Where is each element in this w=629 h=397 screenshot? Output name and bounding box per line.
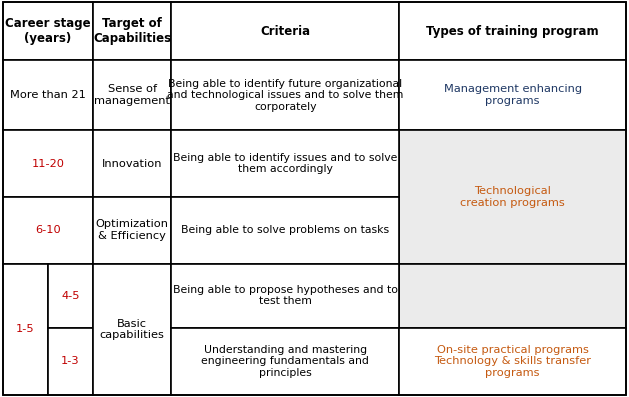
Text: 4-5: 4-5 xyxy=(61,291,80,301)
Text: 1-3: 1-3 xyxy=(61,356,80,366)
Bar xyxy=(93,264,171,395)
Text: Criteria: Criteria xyxy=(260,25,310,38)
Bar xyxy=(48,264,93,328)
Bar xyxy=(171,197,399,264)
Text: Basic
capabilities: Basic capabilities xyxy=(99,318,165,340)
Bar xyxy=(171,264,399,328)
Bar xyxy=(3,2,93,60)
Text: Sense of
management: Sense of management xyxy=(94,85,170,106)
Bar xyxy=(399,60,626,130)
Text: Being able to identify issues and to solve
them accordingly: Being able to identify issues and to sol… xyxy=(173,153,398,174)
Text: Being able to identify future organizational
and technological issues and to sol: Being able to identify future organizati… xyxy=(167,79,403,112)
Text: Types of training program: Types of training program xyxy=(426,25,599,38)
Bar xyxy=(3,130,93,197)
Bar xyxy=(93,2,171,60)
Text: Technological
creation programs: Technological creation programs xyxy=(460,186,565,208)
Text: Innovation: Innovation xyxy=(102,158,162,169)
Bar xyxy=(3,197,93,264)
Text: 1-5: 1-5 xyxy=(16,324,35,334)
Bar xyxy=(93,60,171,130)
Bar xyxy=(3,60,93,130)
Bar xyxy=(3,264,48,395)
Text: 6-10: 6-10 xyxy=(35,225,61,235)
Text: Target of
Capabilities: Target of Capabilities xyxy=(93,17,171,45)
Bar xyxy=(399,130,626,264)
Bar xyxy=(399,264,626,328)
Bar xyxy=(171,60,399,130)
Bar xyxy=(93,197,171,264)
Bar xyxy=(171,328,399,395)
Text: Being able to solve problems on tasks: Being able to solve problems on tasks xyxy=(181,225,389,235)
Text: Career stage
(years): Career stage (years) xyxy=(5,17,91,45)
Bar xyxy=(48,328,93,395)
Text: On-site practical programs
Technology & skills transfer
programs: On-site practical programs Technology & … xyxy=(434,345,591,378)
Text: More than 21: More than 21 xyxy=(10,90,86,100)
Text: Understanding and mastering
engineering fundamentals and
principles: Understanding and mastering engineering … xyxy=(201,345,369,378)
Bar xyxy=(399,328,626,395)
Bar xyxy=(171,2,399,60)
Text: Optimization
& Efficiency: Optimization & Efficiency xyxy=(96,220,169,241)
Text: Being able to propose hypotheses and to
test them: Being able to propose hypotheses and to … xyxy=(173,285,398,306)
Bar xyxy=(93,130,171,197)
Text: Management enhancing
programs: Management enhancing programs xyxy=(443,85,582,106)
Bar xyxy=(171,130,399,197)
Text: 11-20: 11-20 xyxy=(31,158,65,169)
Bar xyxy=(399,2,626,60)
